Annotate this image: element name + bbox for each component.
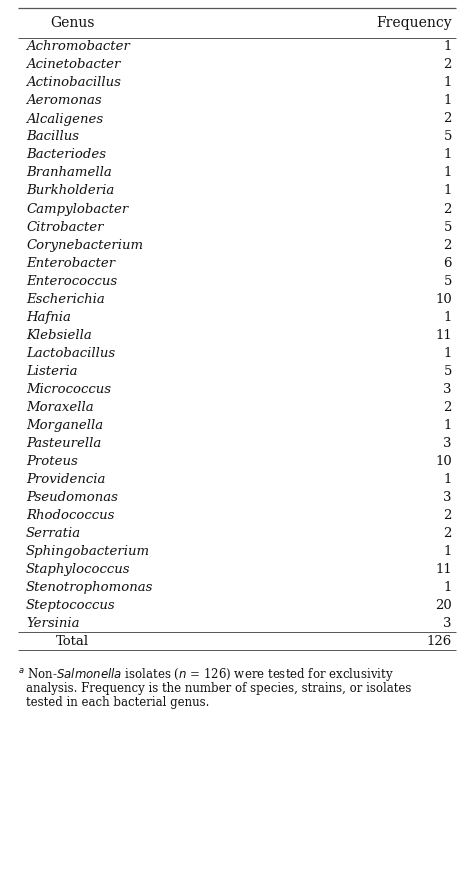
Text: Escherichia: Escherichia	[26, 293, 105, 306]
Text: Enterococcus: Enterococcus	[26, 274, 117, 287]
Text: Achromobacter: Achromobacter	[26, 40, 130, 53]
Text: Frequency: Frequency	[376, 16, 452, 30]
Text: 1: 1	[444, 77, 452, 90]
Text: Serratia: Serratia	[26, 526, 81, 539]
Text: $^{a}$ Non-$\it{Salmonella}$ isolates ($n$ = 126) were tested for exclusivity: $^{a}$ Non-$\it{Salmonella}$ isolates ($…	[18, 665, 394, 683]
Text: Klebsiella: Klebsiella	[26, 328, 92, 341]
Text: 1: 1	[444, 310, 452, 323]
Text: Burkholderia: Burkholderia	[26, 185, 114, 198]
Text: Staphylococcus: Staphylococcus	[26, 563, 130, 576]
Text: 3: 3	[444, 436, 452, 449]
Text: Steptococcus: Steptococcus	[26, 598, 116, 611]
Text: 2: 2	[444, 202, 452, 215]
Text: 2: 2	[444, 239, 452, 252]
Text: 2: 2	[444, 112, 452, 125]
Text: 1: 1	[444, 418, 452, 431]
Text: Actinobacillus: Actinobacillus	[26, 77, 121, 90]
Text: 3: 3	[444, 490, 452, 503]
Text: Morganella: Morganella	[26, 418, 103, 431]
Text: Proteus: Proteus	[26, 455, 78, 468]
Text: Genus: Genus	[51, 16, 95, 30]
Text: 5: 5	[444, 274, 452, 287]
Text: tested in each bacterial genus.: tested in each bacterial genus.	[26, 696, 210, 708]
Text: 3: 3	[444, 382, 452, 395]
Text: Campylobacter: Campylobacter	[26, 202, 128, 215]
Text: Sphingobacterium: Sphingobacterium	[26, 544, 150, 557]
Text: Stenotrophomonas: Stenotrophomonas	[26, 580, 154, 593]
Text: 1: 1	[444, 185, 452, 198]
Text: 1: 1	[444, 40, 452, 53]
Text: Bacillus: Bacillus	[26, 131, 79, 144]
Text: Enterobacter: Enterobacter	[26, 256, 115, 269]
Text: 2: 2	[444, 401, 452, 414]
Text: Moraxella: Moraxella	[26, 401, 94, 414]
Text: 1: 1	[444, 347, 452, 360]
Text: 1: 1	[444, 148, 452, 161]
Text: 2: 2	[444, 509, 452, 522]
Text: 10: 10	[435, 293, 452, 306]
Text: 126: 126	[427, 634, 452, 647]
Text: Yersinia: Yersinia	[26, 617, 80, 630]
Text: 20: 20	[435, 598, 452, 611]
Text: Hafnia: Hafnia	[26, 310, 71, 323]
Text: 1: 1	[444, 472, 452, 485]
Text: Micrococcus: Micrococcus	[26, 382, 111, 395]
Text: Aeromonas: Aeromonas	[26, 94, 101, 107]
Text: 1: 1	[444, 580, 452, 593]
Text: 1: 1	[444, 94, 452, 107]
Text: 5: 5	[444, 220, 452, 233]
Text: 1: 1	[444, 166, 452, 179]
Text: Alcaligenes: Alcaligenes	[26, 112, 103, 125]
Text: 6: 6	[444, 256, 452, 269]
Text: 5: 5	[444, 131, 452, 144]
Text: 2: 2	[444, 58, 452, 71]
Text: 3: 3	[444, 617, 452, 630]
Text: Citrobacter: Citrobacter	[26, 220, 103, 233]
Text: Lactobacillus: Lactobacillus	[26, 347, 115, 360]
Text: 2: 2	[444, 526, 452, 539]
Text: Listeria: Listeria	[26, 364, 78, 377]
Text: Branhamella: Branhamella	[26, 166, 112, 179]
Text: 1: 1	[444, 544, 452, 557]
Text: 11: 11	[435, 328, 452, 341]
Text: Rhodococcus: Rhodococcus	[26, 509, 114, 522]
Text: Pasteurella: Pasteurella	[26, 436, 101, 449]
Text: Total: Total	[56, 634, 89, 647]
Text: Providencia: Providencia	[26, 472, 105, 485]
Text: 10: 10	[435, 455, 452, 468]
Text: Pseudomonas: Pseudomonas	[26, 490, 118, 503]
Text: 5: 5	[444, 364, 452, 377]
Text: 11: 11	[435, 563, 452, 576]
Text: Acinetobacter: Acinetobacter	[26, 58, 120, 71]
Text: Corynebacterium: Corynebacterium	[26, 239, 143, 252]
Text: Bacteriodes: Bacteriodes	[26, 148, 106, 161]
Text: analysis. Frequency is the number of species, strains, or isolates: analysis. Frequency is the number of spe…	[26, 681, 411, 694]
